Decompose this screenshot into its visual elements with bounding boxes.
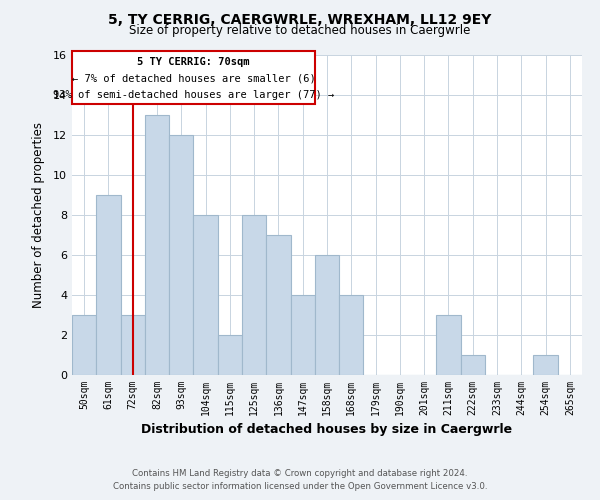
Text: 5 TY CERRIG: 70sqm: 5 TY CERRIG: 70sqm [137, 57, 250, 67]
Text: 93% of semi-detached houses are larger (77) →: 93% of semi-detached houses are larger (… [53, 90, 334, 100]
Bar [266, 235, 290, 375]
Bar [533, 355, 558, 375]
Text: ← 7% of detached houses are smaller (6): ← 7% of detached houses are smaller (6) [72, 74, 316, 84]
X-axis label: Distribution of detached houses by size in Caergwrle: Distribution of detached houses by size … [142, 424, 512, 436]
FancyBboxPatch shape [73, 51, 315, 104]
Bar [121, 315, 145, 375]
Bar [315, 255, 339, 375]
Bar [218, 335, 242, 375]
Bar [72, 315, 96, 375]
Bar [96, 195, 121, 375]
Text: Size of property relative to detached houses in Caergwrle: Size of property relative to detached ho… [130, 24, 470, 37]
Y-axis label: Number of detached properties: Number of detached properties [32, 122, 44, 308]
Bar [242, 215, 266, 375]
Text: 5, TY CERRIG, CAERGWRLE, WREXHAM, LL12 9EY: 5, TY CERRIG, CAERGWRLE, WREXHAM, LL12 9… [109, 12, 491, 26]
Bar [339, 295, 364, 375]
Bar [145, 115, 169, 375]
Bar [169, 135, 193, 375]
Text: Contains HM Land Registry data © Crown copyright and database right 2024.
Contai: Contains HM Land Registry data © Crown c… [113, 470, 487, 491]
Bar [193, 215, 218, 375]
Bar [461, 355, 485, 375]
Bar [436, 315, 461, 375]
Bar [290, 295, 315, 375]
